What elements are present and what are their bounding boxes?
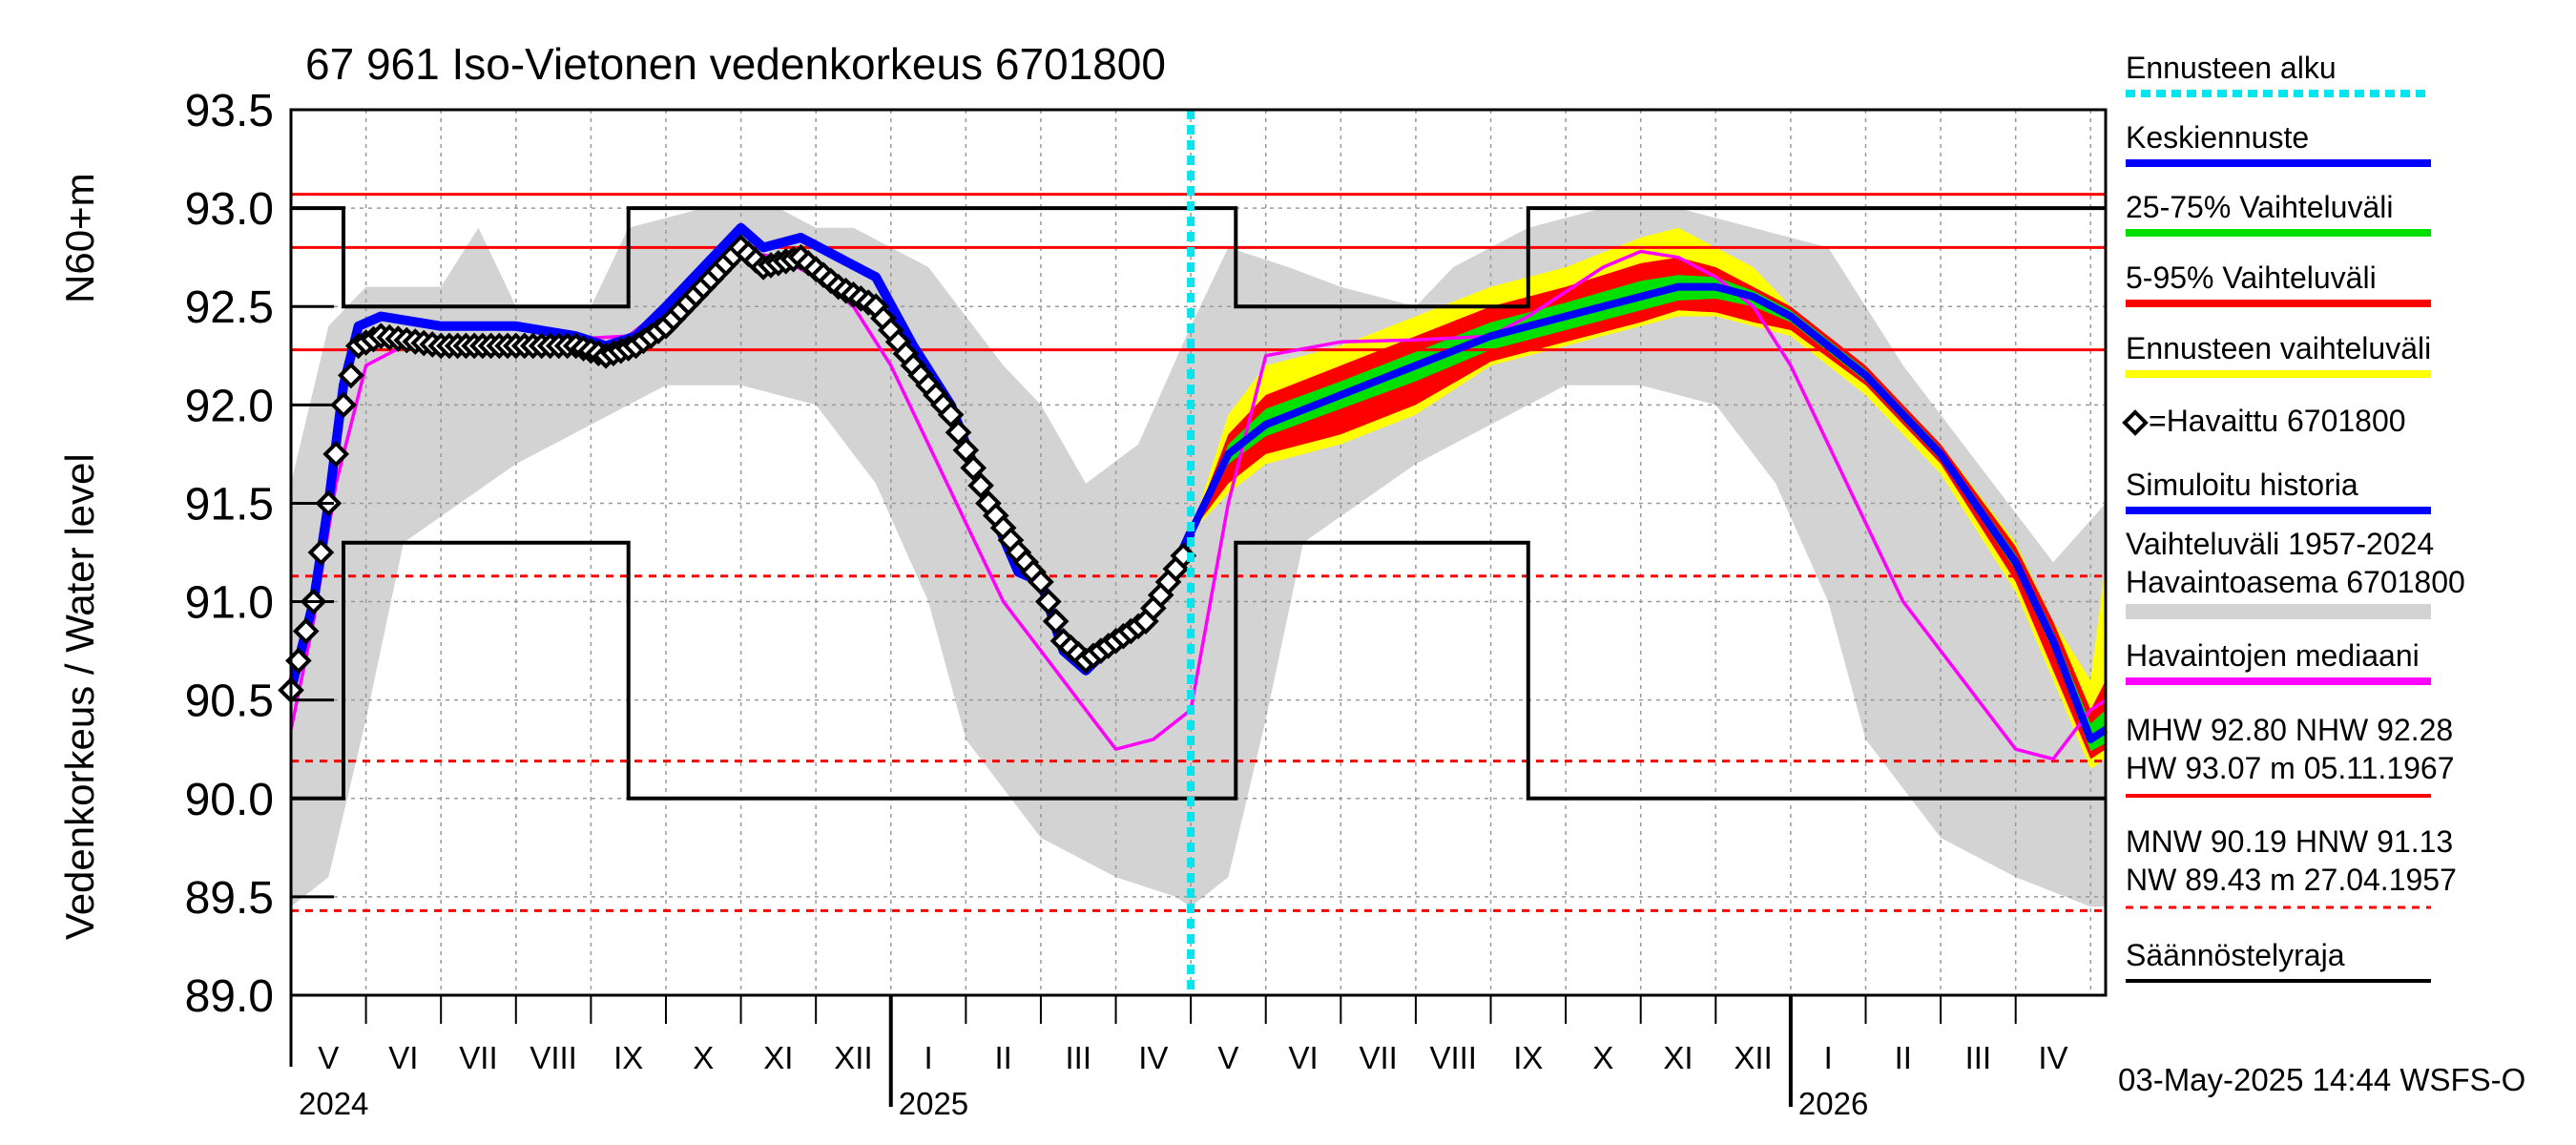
observed-marker xyxy=(945,419,972,447)
month-label: II xyxy=(994,1040,1011,1075)
year-label: 2024 xyxy=(299,1086,368,1121)
chart-title: 67 961 Iso-Vietonen vedenkorkeus 6701800 xyxy=(305,39,1166,89)
month-label: IX xyxy=(1513,1040,1543,1075)
legend-label: Säännöstelyraja xyxy=(2126,938,2345,972)
y-tick-label: 93.5 xyxy=(185,86,274,136)
y-tick-label: 90.0 xyxy=(185,775,274,825)
month-label: VI xyxy=(388,1040,418,1075)
y-axis-unit-label: N60+m xyxy=(57,173,102,303)
regulation-limit-upper xyxy=(291,206,2106,309)
y-tick-label: 91.0 xyxy=(185,578,274,629)
legend-label: Vaihteluväli 1957-2024 xyxy=(2126,527,2434,561)
month-label: V xyxy=(318,1040,339,1075)
y-tick-label: 91.5 xyxy=(185,479,274,530)
legend-label: Keskiennuste xyxy=(2126,120,2309,155)
legend-label: Ennusteen alku xyxy=(2126,51,2337,85)
legend-label: MHW 92.80 NHW 92.28 xyxy=(2126,713,2453,747)
month-label: III xyxy=(1965,1040,1992,1075)
month-label: X xyxy=(1592,1040,1613,1075)
year-label: 2026 xyxy=(1798,1086,1868,1121)
observed-marker xyxy=(292,617,320,645)
month-label: III xyxy=(1065,1040,1091,1075)
plot-frame xyxy=(289,108,2108,997)
legend-label: Havaintojen mediaani xyxy=(2126,638,2420,673)
observed-marker xyxy=(967,472,994,499)
y-tick-label: 92.5 xyxy=(185,282,274,333)
footer-timestamp: 03-May-2025 14:44 WSFS-O xyxy=(2118,1062,2525,1097)
month-label: I xyxy=(924,1040,932,1075)
month-label: V xyxy=(1217,1040,1238,1075)
month-label: VII xyxy=(1359,1040,1397,1075)
month-label: XII xyxy=(834,1040,872,1075)
series-keskiennuste xyxy=(1187,282,2109,743)
y-tick-label: 89.5 xyxy=(185,873,274,924)
observed-marker xyxy=(1028,569,1054,595)
historic-range-band xyxy=(291,208,2106,907)
month-label: XI xyxy=(763,1040,793,1075)
y-tick-label: 93.0 xyxy=(185,184,274,235)
legend-label-secondary: NW 89.43 m 27.04.1957 xyxy=(2126,863,2457,897)
month-label: IX xyxy=(613,1040,643,1075)
observed-marker xyxy=(338,362,364,389)
month-label: I xyxy=(1824,1040,1833,1075)
y-tick-label: 92.0 xyxy=(185,381,274,431)
regulation-limit-lower xyxy=(291,540,2106,801)
legend-label: =Havaittu 6701800 xyxy=(2149,404,2406,438)
legend-label: Simuloitu historia xyxy=(2126,468,2358,502)
month-label: XII xyxy=(1734,1040,1772,1075)
legend-label: Ennusteen vaihteluväli xyxy=(2126,331,2431,365)
observed-marker xyxy=(322,441,349,468)
observed-marker xyxy=(330,391,357,419)
legend-label: 5-95% Vaihteluväli xyxy=(2126,260,2377,295)
legend-label-secondary: Havaintoasema 6701800 xyxy=(2126,565,2465,599)
month-label: II xyxy=(1895,1040,1912,1075)
legend-observed-marker xyxy=(2122,409,2149,436)
observed-marker xyxy=(1034,588,1062,615)
legend-label: MNW 90.19 HNW 91.13 xyxy=(2126,824,2453,859)
y-tick-label: 90.5 xyxy=(185,677,274,727)
observed-marker xyxy=(960,454,987,482)
month-label: IV xyxy=(2038,1040,2067,1075)
month-label: VI xyxy=(1288,1040,1318,1075)
legend-swatch xyxy=(2126,604,2431,619)
month-label: IV xyxy=(1138,1040,1168,1075)
month-label: VII xyxy=(459,1040,497,1075)
month-label: X xyxy=(693,1040,714,1075)
observed-marker xyxy=(1042,608,1070,635)
y-axis-label: Vedenkorkeus / Water level xyxy=(57,453,102,940)
month-label: XI xyxy=(1663,1040,1693,1075)
legend-label: 25-75% Vaihteluväli xyxy=(2126,190,2393,224)
legend-label-secondary: HW 93.07 m 05.11.1967 xyxy=(2126,751,2455,785)
month-label: VIII xyxy=(530,1040,577,1075)
observed-marker xyxy=(952,436,980,464)
observed-marker xyxy=(307,539,335,566)
observed-marker xyxy=(937,401,965,428)
y-tick-label: 89.0 xyxy=(185,971,274,1022)
month-label: VIII xyxy=(1429,1040,1477,1075)
year-label: 2025 xyxy=(899,1086,968,1121)
